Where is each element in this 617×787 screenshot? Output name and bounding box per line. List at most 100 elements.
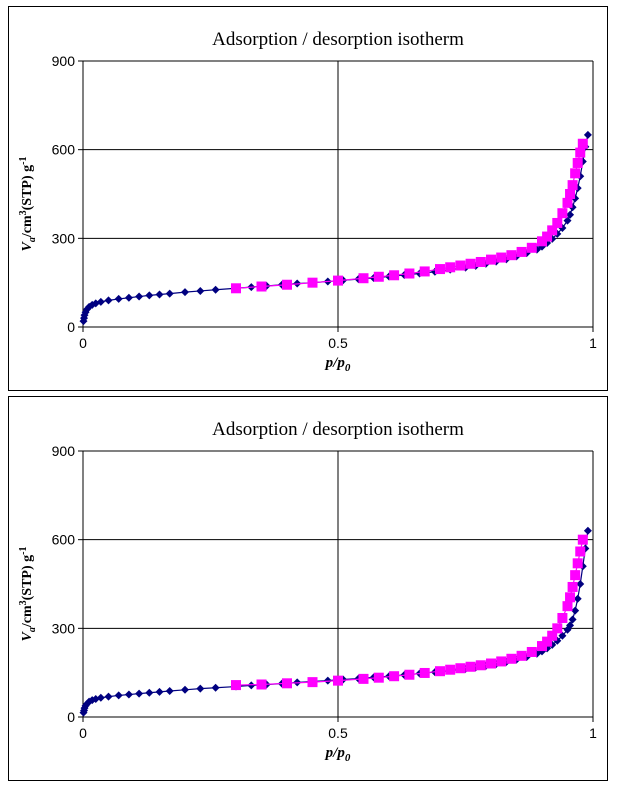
data-point-square	[465, 661, 476, 672]
data-point-square	[404, 268, 415, 279]
data-point-square	[547, 630, 558, 641]
series-line-1	[235, 539, 584, 686]
data-point-diamond	[566, 210, 575, 219]
data-point-diamond	[165, 686, 174, 695]
data-point-square	[506, 653, 517, 664]
data-point-square	[358, 673, 369, 684]
data-point-square	[435, 264, 445, 275]
data-point-square	[307, 277, 318, 288]
data-point-square	[231, 680, 241, 691]
y-tick-label: 0	[67, 709, 75, 725]
data-point-square	[562, 197, 573, 208]
data-point-square	[567, 581, 578, 592]
data-point-square	[307, 677, 318, 688]
data-point-square	[557, 208, 568, 219]
data-point-diamond	[135, 292, 144, 301]
data-point-square	[572, 558, 583, 569]
data-point-square	[547, 225, 558, 236]
data-point-diamond	[566, 621, 575, 630]
data-point-square	[333, 275, 343, 286]
data-point-diamond	[563, 216, 572, 225]
data-point-diamond	[573, 594, 582, 603]
data-point-diamond	[583, 526, 592, 535]
y-axis-label: Va/cm3(STP) g-1	[18, 157, 38, 252]
data-point-square	[567, 180, 578, 191]
data-point-square	[565, 592, 576, 603]
y-axis-label: Va/cm3(STP) g-1	[18, 547, 38, 642]
data-point-diamond	[104, 692, 113, 701]
data-point-square	[333, 675, 343, 686]
data-point-diamond	[91, 694, 100, 703]
data-point-diamond	[124, 293, 133, 302]
data-point-square	[419, 667, 430, 678]
data-point-square	[256, 679, 267, 690]
isotherm-chart-bottom: Adsorption / desorption isotherm 0 300 600 9…	[18, 419, 597, 764]
data-point-diamond	[538, 647, 546, 656]
chart-title: Adsorption / desorption isotherm	[212, 29, 464, 50]
data-point-diamond	[181, 685, 189, 694]
data-point-square	[475, 660, 486, 671]
x-axis-label: p/p0	[324, 355, 351, 374]
data-point-square	[486, 254, 496, 265]
data-point-square	[256, 281, 267, 292]
data-point-diamond	[114, 691, 123, 700]
data-point-square	[389, 270, 400, 281]
data-point-square	[506, 250, 517, 261]
data-point-diamond	[196, 684, 205, 693]
data-point-square	[389, 671, 400, 682]
data-point-square	[526, 646, 537, 657]
data-point-square	[445, 262, 456, 273]
data-point-diamond	[114, 294, 123, 303]
data-point-square	[552, 623, 563, 634]
data-point-square	[575, 147, 586, 158]
chart-title: Adsorption / desorption isotherm	[212, 419, 464, 440]
data-point-square	[496, 656, 507, 667]
data-point-diamond	[155, 290, 164, 299]
data-point-square	[537, 641, 547, 652]
data-point-square	[575, 546, 586, 557]
data-point-square	[465, 258, 476, 269]
y-tick-label: 600	[52, 532, 76, 548]
data-point-square	[455, 663, 466, 674]
data-point-square	[570, 168, 581, 179]
data-point-square	[577, 138, 588, 149]
data-point-square	[526, 242, 537, 253]
data-point-square	[516, 650, 527, 661]
x-tick-label: 0.5	[328, 725, 348, 741]
x-tick-label: 1	[589, 335, 597, 351]
data-point-square	[455, 260, 466, 271]
data-point-diamond	[211, 683, 220, 692]
data-point-diamond	[145, 688, 154, 697]
data-point-diamond	[155, 687, 164, 696]
chart-panel-bottom: Adsorption / desorption isotherm 0 300 600 9…	[8, 396, 608, 781]
series-line-1	[235, 143, 584, 289]
data-point-diamond	[104, 296, 113, 305]
data-point-square	[570, 570, 581, 581]
data-point-diamond	[145, 291, 154, 300]
data-point-square	[537, 236, 547, 247]
data-point-diamond	[563, 625, 572, 634]
data-point-diamond	[558, 631, 567, 640]
data-point-square	[282, 678, 292, 689]
data-point-square	[404, 669, 415, 680]
data-point-square	[557, 612, 568, 623]
y-tick-label: 300	[52, 620, 76, 636]
data-point-square	[565, 189, 576, 199]
data-point-square	[373, 271, 384, 282]
data-point-square	[282, 279, 292, 290]
data-point-diamond	[583, 130, 592, 139]
data-point-square	[231, 283, 241, 294]
data-point-diamond	[196, 286, 205, 295]
data-point-square	[572, 157, 583, 168]
data-point-diamond	[124, 690, 133, 699]
x-tick-label: 0.5	[328, 335, 348, 351]
y-tick-label: 900	[52, 53, 76, 69]
x-axis-label: p/p0	[324, 745, 351, 764]
data-point-diamond	[96, 693, 105, 702]
y-tick-label: 600	[52, 142, 76, 158]
data-point-diamond	[568, 615, 577, 624]
data-point-diamond	[576, 580, 585, 588]
data-point-diamond	[571, 606, 580, 615]
data-point-diamond	[211, 285, 220, 294]
data-point-square	[486, 658, 496, 669]
